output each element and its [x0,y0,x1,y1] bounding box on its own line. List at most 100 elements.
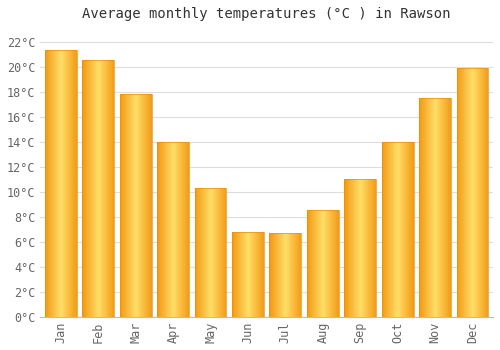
Bar [182,142,184,317]
Bar [170,142,171,317]
Bar [419,98,420,317]
Bar [213,188,214,317]
Bar [345,179,346,317]
Bar [335,210,336,317]
Bar [435,98,436,317]
Bar [472,68,473,317]
Bar [113,60,114,317]
Bar [90,60,92,317]
Bar [336,210,337,317]
Bar [349,179,350,317]
Bar [466,68,467,317]
Bar [260,232,262,317]
Bar [397,142,398,317]
Bar [99,60,100,317]
Bar [60,50,61,317]
Bar [168,142,170,317]
Bar [95,60,96,317]
Bar [220,188,222,317]
Bar [87,60,88,317]
Bar [484,68,485,317]
Bar [437,98,438,317]
Bar [363,179,364,317]
Bar [238,232,239,317]
Bar [332,210,333,317]
Bar [147,94,148,317]
Bar [97,60,98,317]
Bar [188,142,189,317]
Bar [487,68,488,317]
Bar [334,210,335,317]
Bar [278,233,279,317]
Bar [352,179,353,317]
Bar [64,50,66,317]
Bar [162,142,163,317]
Bar [478,68,479,317]
Bar [149,94,150,317]
Bar [121,94,122,317]
Bar [56,50,57,317]
Bar [465,68,466,317]
Bar [307,210,308,317]
Bar [165,142,166,317]
Bar [86,60,87,317]
Bar [157,142,158,317]
Bar [237,232,238,317]
Bar [102,60,103,317]
Bar [52,50,54,317]
Bar [329,210,330,317]
Bar [459,68,460,317]
Bar [186,142,187,317]
Bar [259,232,260,317]
Bar [346,179,347,317]
Bar [275,233,276,317]
Bar [285,233,286,317]
Bar [59,50,60,317]
Bar [369,179,370,317]
Bar [441,98,442,317]
Bar [61,50,62,317]
Bar [412,142,413,317]
Title: Average monthly temperatures (°C ) in Rawson: Average monthly temperatures (°C ) in Ra… [82,7,451,21]
Bar [142,94,144,317]
Bar [444,98,445,317]
Bar [427,98,428,317]
Bar [185,142,186,317]
Bar [353,179,354,317]
Bar [92,60,93,317]
Bar [204,188,205,317]
Bar [385,142,386,317]
Bar [398,142,399,317]
Bar [101,60,102,317]
Bar [239,232,240,317]
Bar [112,60,113,317]
Bar [348,179,349,317]
Bar [76,50,77,317]
Bar [457,68,458,317]
Bar [66,50,67,317]
Bar [476,68,477,317]
Bar [178,142,179,317]
Bar [164,142,165,317]
Bar [326,210,328,317]
Bar [263,232,264,317]
Bar [426,98,427,317]
Bar [236,232,237,317]
Bar [57,50,58,317]
Bar [127,94,128,317]
Bar [120,94,152,317]
Bar [49,50,50,317]
Bar [134,94,135,317]
Bar [387,142,388,317]
Bar [356,179,357,317]
Bar [150,94,151,317]
Bar [314,210,315,317]
Bar [249,232,250,317]
Bar [197,188,198,317]
Bar [407,142,408,317]
Bar [422,98,423,317]
Bar [262,232,263,317]
Bar [83,60,84,317]
Bar [394,142,395,317]
Bar [194,188,226,317]
